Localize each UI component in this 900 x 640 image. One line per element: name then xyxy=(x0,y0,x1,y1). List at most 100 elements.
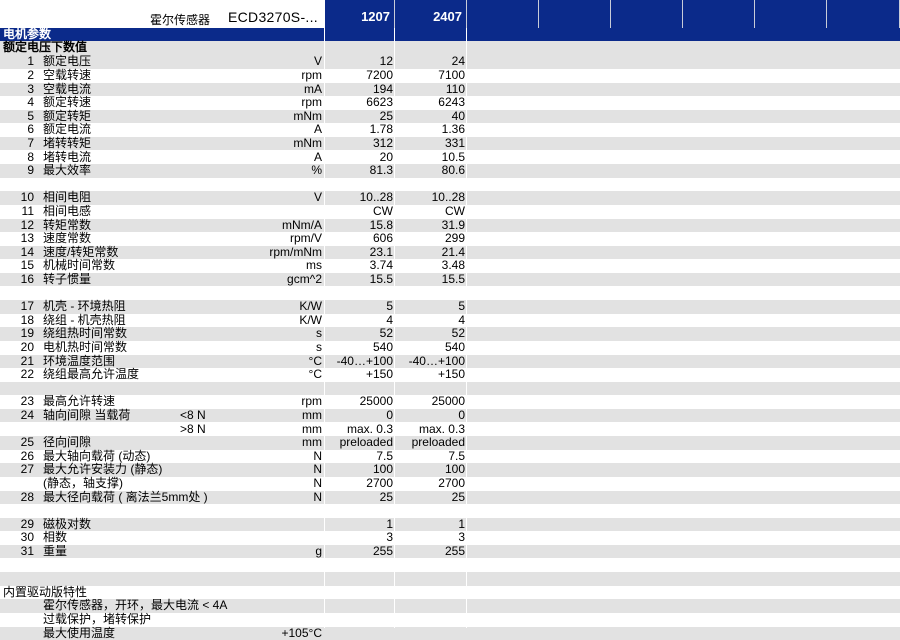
column-header-empty xyxy=(611,0,683,28)
parameter-unit: s xyxy=(220,327,322,341)
driver-feature-text: 最大使用温度 xyxy=(43,627,115,640)
row-number: 22 xyxy=(0,368,34,382)
value-2407: 6243 xyxy=(395,96,465,110)
value-1207: 1.78 xyxy=(325,123,393,137)
column-divider xyxy=(394,28,395,628)
value-2407: 2700 xyxy=(395,477,465,491)
parameter-name: 额定电流 xyxy=(43,123,91,137)
parameter-unit: s xyxy=(220,341,322,355)
sheet-header: 霍尔传感器 ECD3270S-... 1207 2407 xyxy=(0,0,900,28)
value-1207: 15.5 xyxy=(325,273,393,287)
driver-feature-row: 过载保护，堵转保护 xyxy=(0,613,900,627)
value-1207: 540 xyxy=(325,341,393,355)
parameter-unit: N xyxy=(220,491,322,505)
column-header-1207[interactable]: 1207 xyxy=(325,0,395,28)
parameter-name: 最大效率 xyxy=(43,164,91,178)
row-number: 31 xyxy=(0,545,34,559)
parameter-unit: mA xyxy=(220,83,322,97)
parameter-unit: g xyxy=(220,545,322,559)
parameter-name: 轴向间隙 当载荷 xyxy=(43,409,130,423)
row-number: 18 xyxy=(0,314,34,328)
value-1207: 7.5 xyxy=(325,450,393,464)
column-header-2407[interactable]: 2407 xyxy=(395,0,467,28)
row-number: 25 xyxy=(0,436,34,450)
value-1207: 312 xyxy=(325,137,393,151)
value-1207: 15.8 xyxy=(325,219,393,233)
row-number: 17 xyxy=(0,300,34,314)
table-row xyxy=(0,382,900,396)
value-1207: 194 xyxy=(325,83,393,97)
parameter-unit: rpm xyxy=(220,69,322,83)
row-number: 26 xyxy=(0,450,34,464)
row-number: 7 xyxy=(0,137,34,151)
value-1207: 1 xyxy=(325,518,393,532)
value-2407: 255 xyxy=(395,545,465,559)
parameter-name: 额定转速 xyxy=(43,96,91,110)
row-number: 2 xyxy=(0,69,34,83)
driver-feature-row: 最大使用温度+105°C xyxy=(0,627,900,640)
parameter-unit: N xyxy=(220,463,322,477)
row-number: 24 xyxy=(0,409,34,423)
parameter-unit: V xyxy=(220,55,322,69)
row-number: 6 xyxy=(0,123,34,137)
value-2407: preloaded xyxy=(395,436,465,450)
parameter-unit: mm xyxy=(220,423,322,437)
value-1207: 255 xyxy=(325,545,393,559)
value-1207: 3.74 xyxy=(325,259,393,273)
value-1207: 23.1 xyxy=(325,246,393,260)
row-number: 15 xyxy=(0,259,34,273)
parameter-name: 相间电感 xyxy=(43,205,91,219)
value-2407: 0 xyxy=(395,409,465,423)
value-2407: 299 xyxy=(395,232,465,246)
value-1207: 100 xyxy=(325,463,393,477)
row-number: 12 xyxy=(0,219,34,233)
column-header-empty xyxy=(683,0,755,28)
value-2407: 10..28 xyxy=(395,191,465,205)
section-title-row: 电机参数 xyxy=(0,28,900,42)
parameter-name: 机壳 - 环境热阻 xyxy=(43,300,126,314)
table-row xyxy=(0,504,900,518)
value-2407: 80.6 xyxy=(395,164,465,178)
parameter-name: 转子惯量 xyxy=(43,273,91,287)
parameter-name: 径向间隙 xyxy=(43,436,91,450)
column-header-empty xyxy=(467,0,539,28)
subsection-title: 额定电压下数值 xyxy=(3,41,87,55)
value-1207: 4 xyxy=(325,314,393,328)
parameter-name: 最大允许安装力 (静态) xyxy=(43,463,162,477)
column-divider xyxy=(466,28,467,628)
value-2407: 540 xyxy=(395,341,465,355)
parameter-condition: >8 N xyxy=(180,423,206,437)
value-2407: 3.48 xyxy=(395,259,465,273)
value-2407: 52 xyxy=(395,327,465,341)
parameter-name: 重量 xyxy=(43,545,67,559)
value-1207: preloaded xyxy=(325,436,393,450)
table-row xyxy=(0,572,900,586)
parameter-name: 相数 xyxy=(43,531,67,545)
value-2407: 15.5 xyxy=(395,273,465,287)
parameter-name: 相间电阻 xyxy=(43,191,91,205)
driver-feature-row: 霍尔传感器，开环，最大电流 < 4A xyxy=(0,599,900,613)
value-2407: 25 xyxy=(395,491,465,505)
value-1207: 52 xyxy=(325,327,393,341)
value-2407: 31.9 xyxy=(395,219,465,233)
value-2407: 1.36 xyxy=(395,123,465,137)
parameter-name: 空载转速 xyxy=(43,69,91,83)
value-2407: +150 xyxy=(395,368,465,382)
value-1207: 5 xyxy=(325,300,393,314)
row-number: 9 xyxy=(0,164,34,178)
parameter-name: 最高允许转速 xyxy=(43,395,115,409)
